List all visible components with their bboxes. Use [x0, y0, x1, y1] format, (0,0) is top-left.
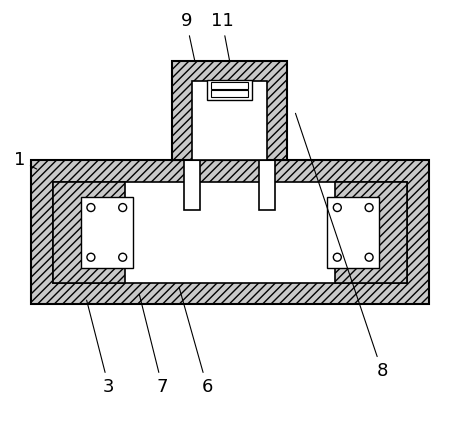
Bar	[192, 81, 267, 160]
Bar	[184, 160, 200, 210]
Bar	[211, 90, 248, 97]
Bar	[327, 197, 379, 268]
Bar	[259, 160, 275, 210]
Text: 11: 11	[211, 12, 233, 60]
Text: 9: 9	[181, 12, 195, 60]
Bar	[172, 61, 287, 160]
Text: 1: 1	[14, 151, 37, 169]
Bar	[335, 182, 407, 283]
Text: 3: 3	[87, 300, 114, 396]
Bar	[81, 197, 133, 268]
Text: 8: 8	[296, 114, 388, 380]
Text: 7: 7	[139, 294, 168, 396]
Text: 6: 6	[179, 287, 213, 396]
Bar	[53, 182, 124, 283]
Bar	[211, 82, 248, 89]
Bar	[31, 160, 429, 304]
Bar	[207, 80, 252, 100]
Bar	[53, 182, 407, 283]
